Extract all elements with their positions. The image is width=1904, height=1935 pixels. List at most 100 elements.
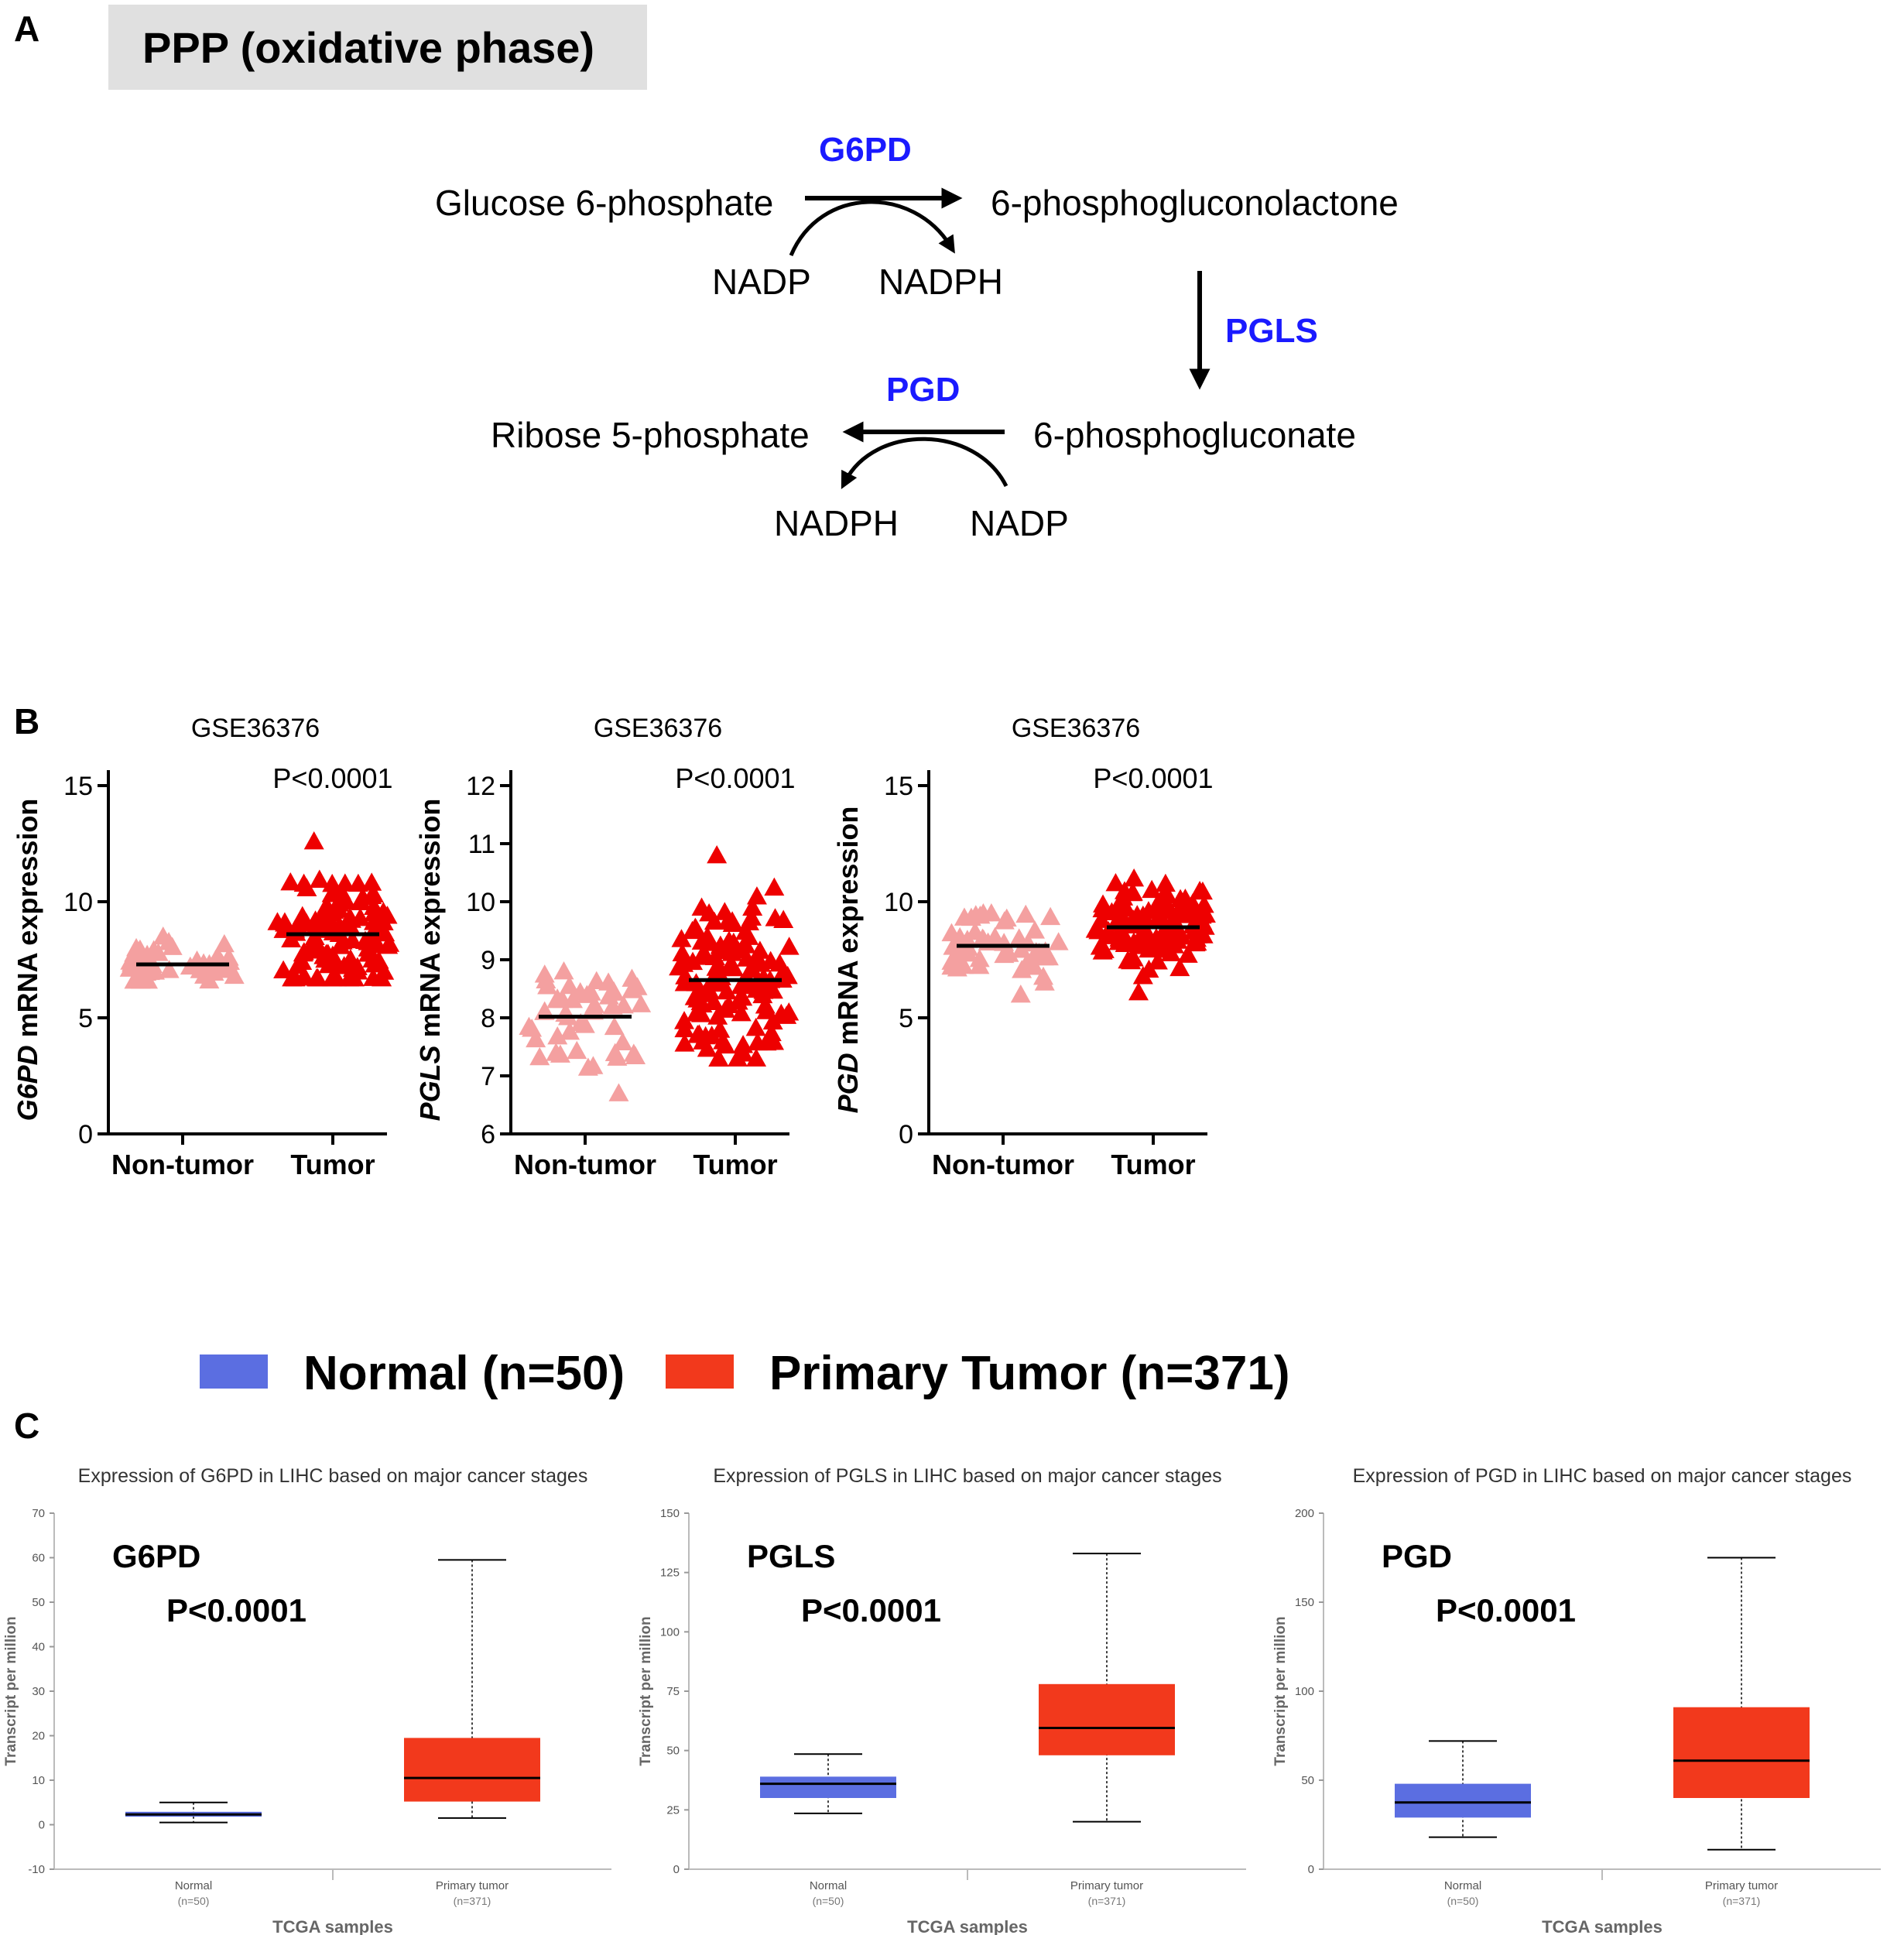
y-tick-label: 75 <box>666 1685 680 1698</box>
data-point <box>560 1022 580 1040</box>
data-point <box>742 897 763 916</box>
data-point <box>1132 905 1153 924</box>
data-point <box>1093 894 1114 913</box>
data-point <box>674 1019 695 1038</box>
data-point <box>708 1048 729 1067</box>
panel-label-b: B <box>14 701 40 741</box>
node-nadph-1: NADPH <box>878 262 1003 302</box>
data-point <box>1010 985 1031 1003</box>
data-point <box>361 872 382 891</box>
x-tick-label: Non-tumor <box>514 1149 656 1180</box>
data-point <box>1169 957 1190 977</box>
data-point <box>1124 868 1145 887</box>
data-point <box>553 961 574 980</box>
data-point <box>631 994 652 1012</box>
data-point <box>362 949 383 968</box>
y-tick-label: 100 <box>1295 1685 1314 1698</box>
data-point <box>687 989 708 1008</box>
data-point <box>341 909 361 928</box>
box-primary-tumor <box>404 1559 540 1819</box>
y-tick-label: 15 <box>63 772 93 801</box>
y-tick-label: 11 <box>468 830 495 859</box>
y-tick-label: 200 <box>1295 1507 1314 1520</box>
data-point <box>690 1004 711 1022</box>
data-point <box>552 989 573 1009</box>
panel-label-c: C <box>14 1406 40 1446</box>
data-point <box>314 916 335 936</box>
data-point <box>1187 932 1207 951</box>
x-tick-label: Tumor <box>290 1149 375 1180</box>
y-tick-label: 6 <box>481 1120 495 1149</box>
x-tick-label: Normal <box>810 1879 847 1892</box>
data-point <box>377 906 398 924</box>
box-chart-pgd: Expression of PGD in LIHC based on major… <box>1272 1465 1881 1935</box>
data-point <box>994 944 1015 964</box>
y-tick-label: 125 <box>660 1567 680 1580</box>
data-point <box>577 985 598 1003</box>
data-point <box>529 1046 550 1066</box>
data-point <box>1048 932 1069 950</box>
data-point <box>740 959 761 978</box>
data-point <box>693 942 714 961</box>
data-point <box>716 935 737 954</box>
data-point <box>583 997 604 1016</box>
x-tick-n-label: (n=50) <box>1447 1895 1479 1907</box>
data-point <box>326 968 347 987</box>
data-point <box>715 1035 736 1054</box>
data-point <box>957 930 978 948</box>
chart-title: Expression of PGLS in LIHC based on majo… <box>713 1465 1221 1487</box>
y-tick-label: 10 <box>63 888 93 917</box>
data-point <box>771 1003 792 1022</box>
data-point <box>1024 957 1045 975</box>
node-nadp-1: NADP <box>712 262 811 302</box>
gene-label: PGD <box>1382 1538 1452 1574</box>
node-nadp-2: NADP <box>970 503 1069 543</box>
y-tick-label: 5 <box>899 1004 913 1033</box>
data-point <box>546 1043 567 1061</box>
enzyme-g6pd: G6PD <box>819 131 912 169</box>
enzyme-pgd: PGD <box>886 371 960 409</box>
x-axis-label: TCGA samples <box>907 1917 1028 1935</box>
x-tick-n-label: (n=371) <box>454 1895 491 1907</box>
data-point <box>293 942 314 961</box>
data-point <box>1149 906 1169 924</box>
arrow-g6pd-cofactor <box>789 200 955 256</box>
data-point <box>214 933 235 953</box>
data-point <box>1147 951 1168 970</box>
data-point <box>119 958 140 977</box>
data-point <box>746 1048 767 1067</box>
data-point <box>1177 944 1198 963</box>
data-point <box>697 1038 717 1057</box>
y-tick-label: 9 <box>481 946 495 975</box>
data-point <box>547 1026 568 1045</box>
data-point <box>583 1056 604 1074</box>
p-value-label: P<0.0001 <box>1436 1592 1576 1628</box>
box-normal <box>125 1801 262 1824</box>
y-tick-label: 50 <box>1301 1774 1314 1787</box>
y-tick-label: -10 <box>28 1863 45 1876</box>
data-point <box>1033 966 1054 985</box>
y-tick-label: 70 <box>32 1507 45 1520</box>
data-point <box>559 975 580 995</box>
data-point <box>1038 947 1059 966</box>
data-point <box>567 1040 587 1060</box>
data-point <box>1111 925 1132 944</box>
series-non-tumor <box>941 903 1069 1003</box>
box-chart-pgls: Expression of PGLS in LIHC based on majo… <box>638 1465 1246 1935</box>
p-value-label: P<0.0001 <box>675 762 795 794</box>
y-axis-label: Transcript per million <box>1272 1616 1289 1765</box>
data-point <box>749 940 770 959</box>
data-point <box>1132 966 1153 985</box>
y-tick-label: 0 <box>899 1120 913 1149</box>
data-point <box>1155 882 1176 902</box>
box-primary-tumor <box>1673 1557 1810 1851</box>
x-tick-n-label: (n=371) <box>1088 1895 1126 1907</box>
data-point <box>996 908 1017 927</box>
box-normal <box>760 1753 896 1814</box>
data-point <box>1194 916 1215 935</box>
x-tick-label: Primary tumor <box>1705 1879 1778 1892</box>
data-point <box>674 1033 695 1052</box>
node-nadph-2: NADPH <box>774 503 899 543</box>
data-point <box>348 873 368 892</box>
data-point <box>699 903 720 922</box>
